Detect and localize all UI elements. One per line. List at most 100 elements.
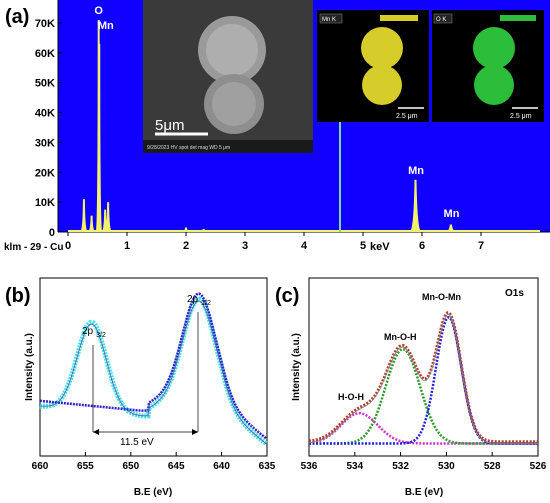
eds-peak bbox=[79, 199, 88, 232]
xps-mn-x-tick-label: 635 bbox=[259, 461, 276, 472]
xps-o-label-mnomn: Mn-O-Mn bbox=[422, 292, 461, 302]
mn-map-tag-box bbox=[319, 13, 343, 24]
eds-peak bbox=[104, 202, 113, 232]
eds-x-tick-label: 7 bbox=[478, 240, 484, 252]
xps-mn-x-tick-label: 640 bbox=[213, 461, 230, 472]
sem-inset: 5μm 9/28/2023 HV spot det mag WD 5 μm bbox=[143, 0, 313, 153]
mn-map-scale-label: 2.5 μm bbox=[396, 113, 418, 120]
mn-map-blob-top bbox=[361, 27, 403, 69]
eds-peak bbox=[444, 224, 457, 232]
eds-peak-label: Mn bbox=[444, 208, 460, 220]
xps-mn-x-label: B.E (eV) bbox=[134, 487, 172, 498]
eds-y-tick-label: 60K bbox=[35, 48, 55, 60]
sem-scale-label: 5μm bbox=[155, 117, 184, 134]
eds-y-tick-label: 20K bbox=[35, 167, 55, 179]
xps-mn-fit-line bbox=[39, 300, 267, 444]
eds-left-margin bbox=[0, 0, 58, 255]
o-map-tag: O K bbox=[436, 17, 446, 23]
eds-peak bbox=[409, 179, 422, 232]
eds-x-axis-label: keV bbox=[370, 241, 390, 253]
panel-c: (c) Intensity (a.u.) B.E (eV) O1s 536 534… bbox=[275, 277, 547, 498]
xps-mn-x-tick-label: 655 bbox=[77, 461, 94, 472]
xps-mn-peak-label-32: 2p 3/2 bbox=[82, 326, 106, 339]
eds-x-ticks: 0 1 2 3 4 5 6 7 bbox=[65, 232, 484, 252]
mn-map-inset: Mn K 2.5 μm bbox=[317, 10, 429, 122]
xps-o-x-label: B.E (eV) bbox=[405, 487, 443, 498]
xps-mn-curves bbox=[39, 292, 268, 446]
eds-x-tick-label: 4 bbox=[301, 240, 308, 252]
eds-x-tick-label: 5 bbox=[360, 240, 366, 252]
xps-o-label-hoh: H-O-H bbox=[338, 392, 364, 402]
xps-o-x-tick-label: 530 bbox=[438, 461, 455, 472]
eds-x-tick-label: 2 bbox=[183, 240, 189, 252]
xps-o-component-mnoh bbox=[309, 347, 538, 445]
xps-mn-component-blue bbox=[39, 292, 267, 440]
panel-b-label: (b) bbox=[5, 285, 31, 307]
mn-map-blob-bottom bbox=[362, 65, 402, 105]
o-map-inset: O K 2.5 μm bbox=[432, 10, 544, 122]
o-map-blob-bottom bbox=[474, 65, 514, 105]
eds-baseline bbox=[68, 230, 540, 232]
mn-map-colorbar bbox=[380, 15, 418, 21]
eds-peak-label: Mn bbox=[408, 165, 424, 177]
panel-a-label: (a) bbox=[5, 6, 29, 28]
o-map-tag-box bbox=[433, 13, 453, 24]
eds-peak bbox=[101, 209, 110, 232]
eds-x-tick-label: 6 bbox=[419, 240, 425, 252]
xps-o-x-tick-label: 526 bbox=[530, 461, 547, 472]
xps-o-curves bbox=[308, 311, 538, 445]
xps-o-x-tick-label: 534 bbox=[346, 461, 363, 472]
xps-o-component-hoh bbox=[308, 412, 538, 445]
eds-y-tick-label: 40K bbox=[35, 108, 55, 120]
xps-mn-arrowhead-left bbox=[93, 429, 99, 435]
eds-peak bbox=[96, 43, 103, 233]
mn-map-tag: Mn K bbox=[322, 17, 336, 23]
sem-info-text: 9/28/2023 HV spot det mag WD 5 μm bbox=[147, 145, 230, 151]
sem-info-bar bbox=[143, 140, 313, 153]
xps-o-fit-line bbox=[308, 314, 538, 444]
sem-particle-top-core bbox=[206, 24, 258, 76]
xps-o-data-curve bbox=[308, 311, 538, 444]
xps-mn-peak-label-12: 2p 1/2 bbox=[187, 294, 211, 307]
eds-peak bbox=[182, 227, 190, 232]
xps-o-x-tick-label: 532 bbox=[392, 461, 409, 472]
eds-x-tick-label: 0 bbox=[65, 240, 71, 252]
xps-o-title: O1s bbox=[505, 288, 524, 299]
eds-spectrum bbox=[68, 19, 540, 233]
xps-o-y-label: Intensity (a.u.) bbox=[291, 333, 302, 401]
eds-y-tick-label: 10K bbox=[35, 197, 55, 209]
xps-mn-x-ticks: 660 655 650 645 640 635 bbox=[32, 452, 276, 472]
xps-mn-x-tick-label: 660 bbox=[32, 461, 49, 472]
sem-particle-bottom-core bbox=[212, 82, 256, 126]
eds-footer-text: klm - 29 - Cu bbox=[4, 242, 63, 253]
xps-o-x-tick-label: 536 bbox=[301, 461, 318, 472]
panel-c-label: (c) bbox=[275, 285, 299, 307]
o-map-blob-top bbox=[473, 27, 515, 69]
panel-b: (b) Intensity (a.u.) B.E (eV) 660 655 650 6… bbox=[5, 277, 276, 498]
eds-y-tick-label: 30K bbox=[35, 137, 55, 149]
xps-mn-envelope-cyan bbox=[39, 296, 268, 446]
eds-y-tick-label: 70K bbox=[35, 18, 55, 30]
xps-o-plot-frame bbox=[308, 277, 539, 457]
eds-y-ticks: 0 10K 20K 30K 40K 50K 60K 70K bbox=[35, 18, 62, 239]
xps-o-label-mnoh: Mn-O-H bbox=[384, 332, 417, 342]
eds-peak-label: O bbox=[94, 5, 103, 17]
o-map-scale-label: 2.5 μm bbox=[510, 113, 532, 120]
eds-x-tick-label: 1 bbox=[124, 240, 130, 252]
eds-peak-labels: O Mn Mn Mn bbox=[94, 5, 459, 220]
xps-o-x-tick-label: 528 bbox=[484, 461, 501, 472]
panel-a: (a) 0 10K 20K 30K 40K 50K 60K 70K 0 1 2 3 4 5 6 7 O Mn M… bbox=[0, 0, 550, 255]
xps-mn-splitting-label: 11.5 eV bbox=[120, 437, 154, 448]
xps-o-x-ticks: 536 534 532 530 528 526 bbox=[301, 452, 547, 472]
eds-y-tick-label: 0 bbox=[49, 227, 55, 239]
eds-y-tick-label: 50K bbox=[35, 78, 55, 90]
xps-mn-arrowhead-right bbox=[192, 429, 198, 435]
eds-peak-label: Mn bbox=[98, 20, 114, 32]
xps-mn-x-tick-label: 645 bbox=[168, 461, 185, 472]
xps-mn-y-label: Intensity (a.u.) bbox=[24, 333, 35, 401]
eds-x-tick-label: 3 bbox=[242, 240, 248, 252]
eds-peak bbox=[87, 215, 96, 232]
xps-mn-x-tick-label: 650 bbox=[122, 461, 139, 472]
o-map-colorbar bbox=[500, 15, 536, 21]
